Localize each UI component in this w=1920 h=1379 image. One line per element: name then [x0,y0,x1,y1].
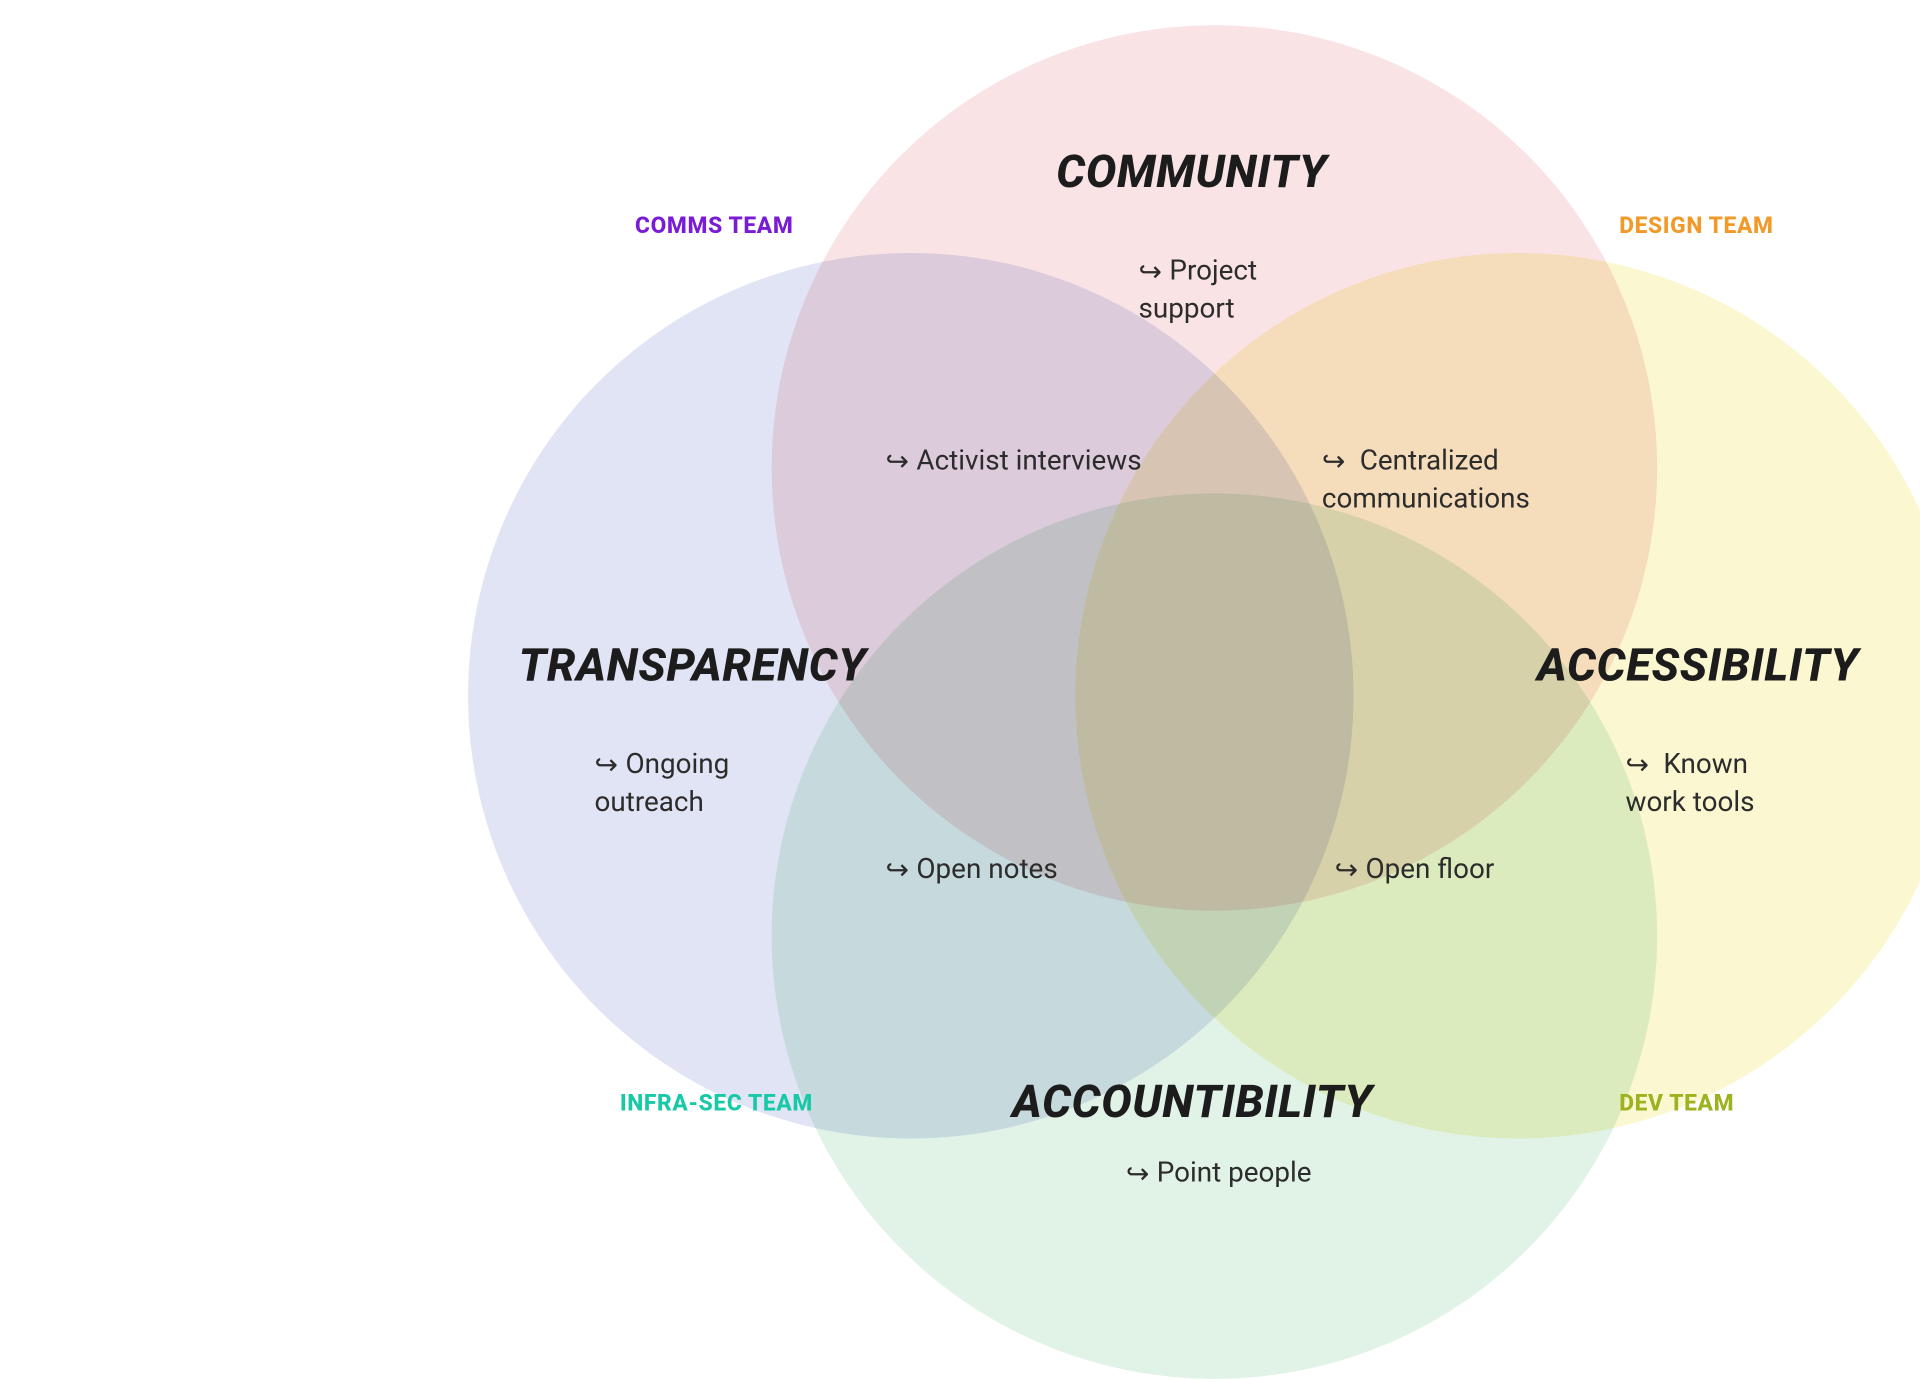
team-infrasec: INFRA-SEC TEAM [620,1090,813,1117]
arrow-icon: ↪ [595,748,618,786]
heading-accessibility: ACCESSIBILITY [1537,639,1859,692]
note-ongoing-outreach: ↪Ongoing outreach [595,746,823,821]
note-text-line2: work tools [1626,786,1755,818]
note-text: Ongoing [625,749,729,781]
heading-accountability: ACCOUNTIBILITY [1012,1075,1373,1128]
note-point-people: ↪Point people [1126,1155,1404,1193]
arrow-icon: ↪ [886,444,909,482]
arrow-icon: ↪ [886,853,909,891]
note-text: Known [1656,749,1748,781]
circle-accountability [772,493,1658,1379]
arrow-icon: ↪ [1335,853,1358,891]
arrow-icon: ↪ [1626,748,1649,786]
note-known-work-tools: ↪ Known work tools [1626,746,1879,821]
venn-diagram: COMMUNITY TRANSPARENCY ACCESSIBILITY ACC… [0,0,1920,1366]
note-text: Open floor [1365,854,1494,886]
note-text-line2: communications [1322,483,1530,515]
note-text-line2: support [1139,293,1235,325]
note-open-floor: ↪Open floor [1335,851,1613,889]
note-project-support: ↪Project support [1139,253,1367,328]
heading-community: COMMUNITY [1056,145,1327,198]
arrow-icon: ↪ [1139,254,1162,292]
note-text: Activist interviews [916,445,1141,477]
note-open-notes: ↪Open notes [886,851,1164,889]
note-activist-interviews: ↪Activist interviews [886,443,1240,481]
team-dev: DEV TEAM [1619,1090,1734,1117]
heading-transparency: TRANSPARENCY [519,639,867,692]
note-text-line2: outreach [595,786,704,818]
arrow-icon: ↪ [1322,444,1345,482]
note-centralized-communications: ↪ Centralized communications [1322,443,1676,518]
team-design: DESIGN TEAM [1619,213,1773,240]
note-text: Project [1169,256,1257,288]
note-text: Point people [1157,1157,1312,1189]
arrow-icon: ↪ [1126,1156,1149,1194]
note-text: Open notes [916,854,1057,886]
team-comms: COMMS TEAM [635,213,793,240]
note-text: Centralized [1353,445,1499,477]
